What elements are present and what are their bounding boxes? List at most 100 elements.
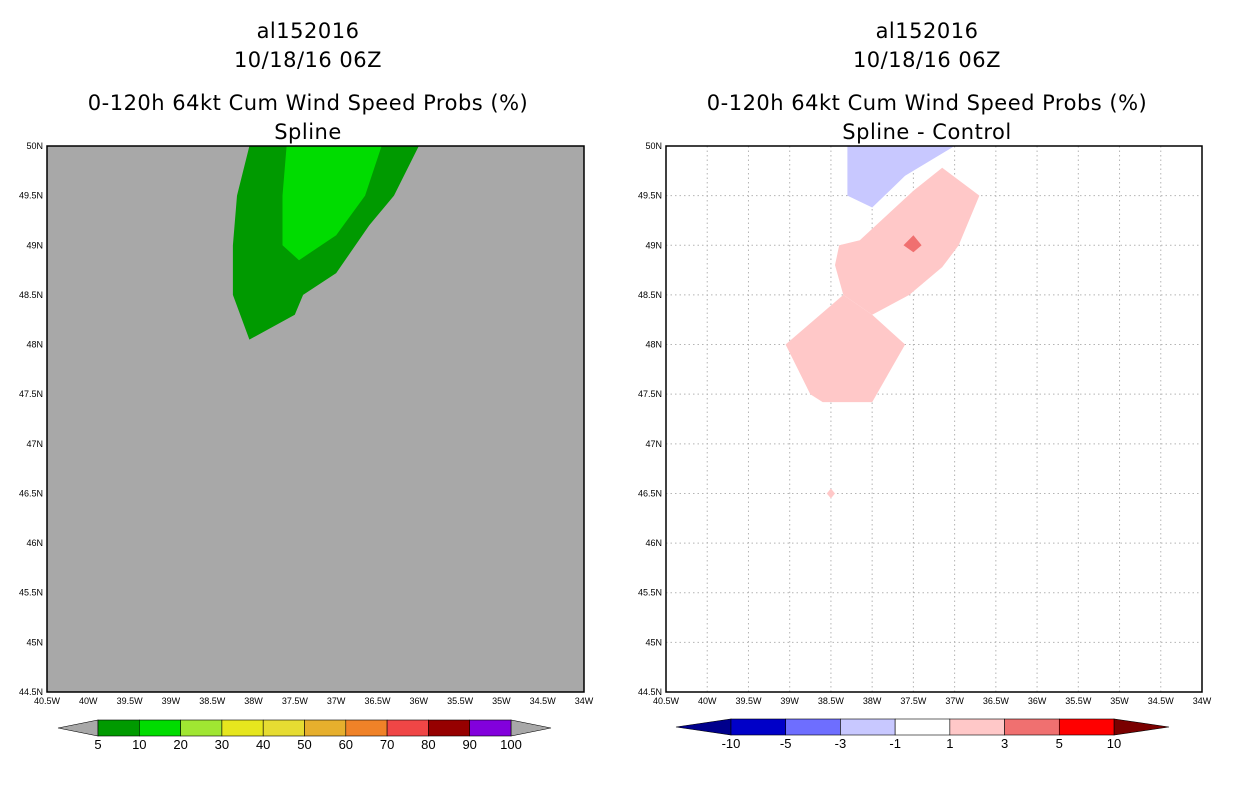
colorbar-swatch	[469, 719, 512, 737]
y-tick-label: 45N	[645, 637, 662, 647]
contour-region	[282, 146, 382, 261]
colorbar-label: 30	[215, 737, 229, 752]
colorbar-swatch	[730, 718, 787, 736]
colorbar-label: 20	[173, 737, 187, 752]
y-tick-label: 47.5N	[19, 389, 43, 399]
x-tick-label: 40.5W	[653, 696, 680, 706]
y-tick-label: 50N	[26, 141, 43, 151]
x-tick-label: 34W	[1193, 696, 1212, 706]
x-tick-label: 36W	[410, 696, 429, 706]
contour-region	[903, 235, 922, 253]
y-tick-label: 46.5N	[19, 488, 43, 498]
colorbar-swatch	[262, 719, 305, 737]
x-tick-label: 34.5W	[530, 696, 557, 706]
contour-region	[826, 488, 835, 499]
x-tick-label: 38.5W	[199, 696, 226, 706]
colorbar-swatch	[1004, 718, 1060, 736]
probability-contours	[232, 146, 419, 340]
colorbar-label: 5	[94, 737, 101, 752]
y-axis-ticks: 50N 49.5N 49N 48.5N 48N 47.5N 47N 46.5N 46N 45.5N…	[638, 141, 662, 697]
panel-title-storm-id: al152016	[876, 19, 979, 43]
contour-region	[835, 167, 980, 315]
x-tick-label: 37W	[327, 696, 346, 706]
y-tick-label: 46.5N	[638, 488, 662, 498]
colorbar-label: 10	[1107, 736, 1121, 751]
panel-title-product: 0-120h 64kt Cum Wind Speed Probs (%)	[707, 91, 1147, 115]
x-tick-label: 34.5W	[1148, 696, 1175, 706]
y-tick-label: 45.5N	[19, 588, 43, 598]
y-tick-label: 44.5N	[19, 687, 43, 697]
y-tick-label: 48N	[26, 340, 43, 350]
panel-spline-minus-control: al152016 10/18/16 06Z 0-120h 64kt Cum Wi…	[638, 19, 1212, 751]
x-tick-label: 36W	[1028, 696, 1047, 706]
y-tick-label: 45.5N	[638, 588, 662, 598]
colorbar-swatch	[428, 719, 470, 737]
colorbar-swatch	[1058, 718, 1115, 736]
y-tick-label: 48.5N	[19, 290, 43, 300]
x-tick-label: 40W	[698, 696, 717, 706]
x-tick-label: 39W	[162, 696, 181, 706]
x-tick-label: 35.5W	[447, 696, 474, 706]
colorbar-label: 100	[500, 737, 522, 752]
colorbar-label: 10	[132, 737, 146, 752]
colorbar-label: -5	[780, 736, 792, 751]
colorbar-swatch	[894, 718, 951, 736]
x-tick-label: 35W	[492, 696, 511, 706]
contour-region	[232, 146, 419, 340]
colorbar-high-extension	[1113, 718, 1170, 736]
colorbar-swatch	[345, 719, 388, 737]
y-tick-label: 48.5N	[638, 290, 662, 300]
x-tick-label: 37.5W	[282, 696, 309, 706]
y-tick-label: 49N	[26, 240, 43, 250]
colorbar-label: 5	[1056, 736, 1063, 751]
map-frame	[46, 145, 585, 693]
colorbar-label: -10	[722, 736, 741, 751]
colorbar-swatch	[949, 718, 1005, 736]
colorbar-label: 1	[946, 736, 953, 751]
x-axis-ticks: 40.5W 40W 39.5W 39W 38.5W 38W 37.5W 37W 36.5W 36W…	[34, 696, 594, 706]
panel-title-product: 0-120h 64kt Cum Wind Speed Probs (%)	[88, 91, 528, 115]
colorbar-label: 50	[297, 737, 311, 752]
x-tick-label: 37.5W	[900, 696, 927, 706]
colorbar-label: 40	[256, 737, 270, 752]
y-tick-label: 48N	[645, 340, 662, 350]
colorbar-swatch	[180, 719, 223, 737]
colorbar-label: 60	[339, 737, 353, 752]
x-tick-label: 36.5W	[983, 696, 1010, 706]
y-tick-label: 47N	[26, 439, 43, 449]
panel-title-method: Spline	[274, 120, 342, 144]
y-tick-label: 47.5N	[638, 389, 662, 399]
colorbar-swatch	[139, 719, 181, 737]
y-tick-label: 49.5N	[638, 191, 662, 201]
x-tick-label: 38W	[244, 696, 263, 706]
x-tick-label: 35W	[1110, 696, 1129, 706]
colorbar: -10 -5 -3 -1 1 3 5 10	[675, 718, 1170, 751]
panel-title-date: 10/18/16 06Z	[853, 48, 1001, 72]
colorbar: 5 10 20 30 40 50 60 70 80 90 100	[57, 719, 552, 752]
colorbar-swatch	[785, 718, 841, 736]
panel-title-date: 10/18/16 06Z	[234, 48, 382, 72]
difference-contours	[785, 146, 980, 499]
colorbar-swatch	[97, 719, 140, 737]
y-tick-label: 45N	[26, 637, 43, 647]
map-frame	[665, 145, 1203, 693]
y-axis-ticks: 50N 49.5N 49N 48.5N 48N 47.5N 47N 46.5N 46N 45.5N…	[19, 141, 43, 697]
y-tick-label: 44.5N	[638, 687, 662, 697]
panel-spline: al152016 10/18/16 06Z 0-120h 64kt Cum Wi…	[19, 19, 594, 752]
x-tick-label: 34W	[575, 696, 594, 706]
colorbar-label: 80	[421, 737, 435, 752]
x-tick-label: 38W	[863, 696, 882, 706]
colorbar-swatch	[304, 719, 347, 737]
panel-title-storm-id: al152016	[257, 19, 360, 43]
colorbar-high-extension	[510, 719, 552, 737]
colorbar-low-extension	[57, 719, 99, 737]
x-tick-label: 40W	[79, 696, 98, 706]
x-tick-label: 39.5W	[117, 696, 144, 706]
colorbar-label: 3	[1001, 736, 1008, 751]
contour-region	[847, 146, 955, 208]
colorbar-swatch	[221, 719, 264, 737]
panel-title-method: Spline - Control	[842, 120, 1011, 144]
colorbar-low-extension	[675, 718, 732, 736]
x-tick-label: 37W	[945, 696, 964, 706]
